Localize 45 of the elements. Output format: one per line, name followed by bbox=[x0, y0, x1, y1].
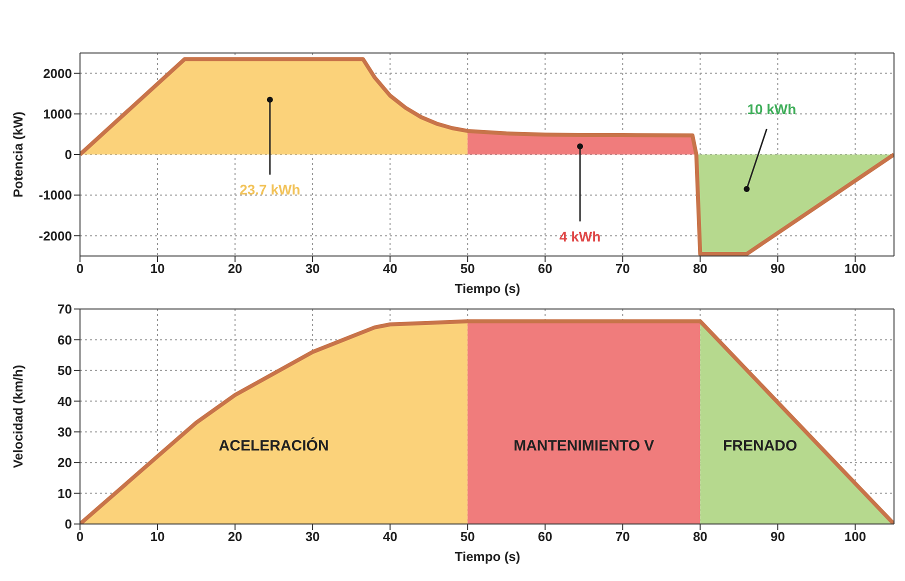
x-tick-label: 30 bbox=[305, 261, 320, 276]
y-tick-label: 70 bbox=[58, 302, 72, 317]
annotation: 4 kWh bbox=[559, 228, 601, 244]
y-tick-label: 2000 bbox=[43, 66, 72, 81]
y-tick-label: 30 bbox=[58, 424, 72, 440]
x-tick-label: 0 bbox=[76, 261, 84, 276]
x-tick-label: 70 bbox=[615, 261, 630, 276]
x-axis-title: Tiempo (s) bbox=[454, 280, 522, 298]
x-tick-label: 20 bbox=[228, 529, 242, 544]
x-tick-label: 90 bbox=[770, 529, 785, 544]
x-tick-label: 20 bbox=[228, 261, 242, 276]
x-tick-label: 100 bbox=[844, 261, 866, 276]
y-tick-label: 0 bbox=[64, 516, 72, 532]
y-axis-title: Velocidad (km/h) bbox=[10, 364, 26, 468]
annotation: 23.7 kWh bbox=[240, 182, 300, 198]
annotation: ACELERACIÓN bbox=[218, 436, 329, 455]
x-tick-label: 40 bbox=[382, 261, 398, 276]
x-tick-label: 80 bbox=[692, 261, 708, 276]
annotation: MANTENIMIENTO V bbox=[514, 438, 654, 455]
y-tick-label: 50 bbox=[58, 363, 72, 378]
x-tick-label: 50 bbox=[460, 529, 475, 544]
x-tick-label: 0 bbox=[76, 529, 84, 544]
x-tick-label: 10 bbox=[150, 529, 165, 544]
x-tick-label: 10 bbox=[150, 261, 165, 276]
y-tick-label: -2000 bbox=[38, 228, 72, 244]
x-tick-label: 30 bbox=[305, 529, 320, 544]
y-axis-title: Potencia (kW) bbox=[10, 112, 26, 198]
x-tick-label: 60 bbox=[538, 261, 552, 276]
x-tick-label: 70 bbox=[615, 529, 630, 544]
x-tick-label: 90 bbox=[770, 261, 785, 276]
y-tick-label: 10 bbox=[58, 486, 72, 501]
y-tick-label: -1000 bbox=[38, 188, 72, 203]
y-tick-label: 20 bbox=[58, 455, 72, 470]
x-tick-label: 80 bbox=[692, 529, 708, 544]
y-tick-label: 40 bbox=[58, 394, 72, 409]
x-axis-title: Tiempo (s) bbox=[454, 548, 522, 566]
x-tick-label: 100 bbox=[844, 529, 866, 544]
annotation: 10 kWh bbox=[747, 101, 796, 118]
annotation: FRENADO bbox=[723, 438, 798, 455]
y-tick-label: 60 bbox=[58, 332, 72, 348]
x-tick-label: 40 bbox=[382, 529, 398, 544]
x-tick-label: 60 bbox=[538, 529, 552, 544]
x-tick-label: 50 bbox=[460, 261, 475, 276]
y-tick-label: 1000 bbox=[43, 106, 72, 122]
y-tick-label: 0 bbox=[64, 147, 72, 162]
